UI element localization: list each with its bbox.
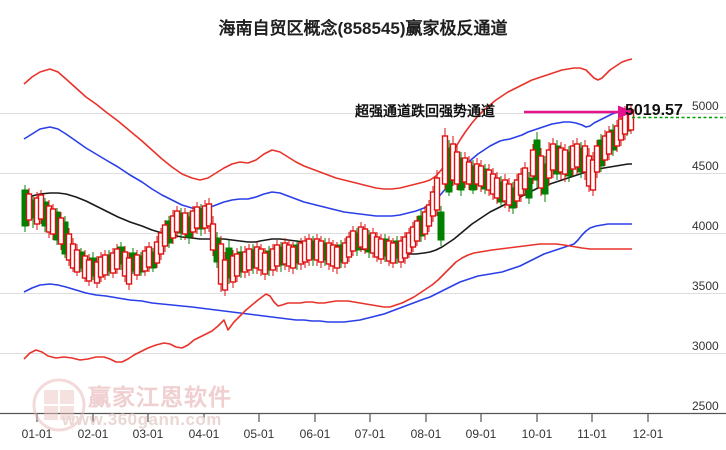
- x-axis-label-6: 07-01: [354, 427, 386, 441]
- candlestick-series: [21, 104, 635, 296]
- x-axis-label-11: 12-01: [632, 427, 664, 441]
- lower-blue-channel-line: [23, 223, 632, 323]
- x-axis-label-10: 11-01: [577, 427, 607, 441]
- x-axis-label-3: 04-01: [188, 427, 220, 441]
- x-axis-label-7: 08-01: [410, 427, 442, 441]
- watermark-seal-icon: [32, 378, 86, 432]
- upper-red-channel-line: [23, 58, 633, 190]
- x-axis-label-1: 02-01: [77, 427, 109, 441]
- watermark-url: www.360gann.com: [62, 410, 222, 429]
- x-axis-ticks: [36, 413, 649, 422]
- lower-red-channel-line: [23, 243, 632, 363]
- watermark-brand: 赢家江恩软件: [88, 384, 232, 410]
- x-axis-label-0: 01-01: [21, 427, 53, 441]
- page-title: 海南自贸区概念(858545)赢家极反通道: [218, 19, 508, 38]
- y-axis-label-2: 4000: [692, 219, 719, 233]
- x-axis-label-5: 06-01: [299, 427, 331, 441]
- channel-annotation-label: 超强通道跌回强势通道: [355, 103, 495, 119]
- upper-blue-channel-line: [23, 108, 632, 217]
- y-axis-label-1: 4500: [692, 159, 719, 173]
- y-axis-label-5: 2500: [692, 399, 719, 413]
- y-axis-label-0: 5000: [692, 99, 719, 113]
- y-axis-label-3: 3500: [692, 279, 719, 293]
- x-axis-label-4: 05-01: [243, 427, 275, 441]
- x-axis-label-2: 03-01: [132, 427, 164, 441]
- y-axis-label-4: 3000: [692, 339, 719, 353]
- annotation-arrow: [524, 105, 634, 119]
- x-axis-label-8: 09-01: [465, 427, 497, 441]
- x-axis-label-9: 10-01: [521, 427, 553, 441]
- current-price-label: 5019.57: [625, 102, 683, 119]
